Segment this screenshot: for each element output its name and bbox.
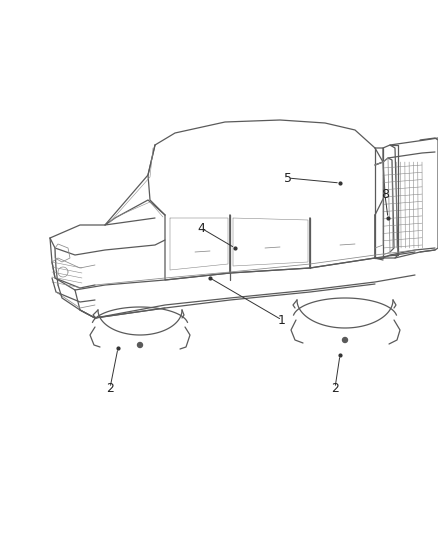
Text: 8: 8 [381, 189, 389, 201]
Text: 4: 4 [197, 222, 205, 235]
Text: 2: 2 [106, 382, 114, 394]
Text: 2: 2 [331, 382, 339, 394]
Text: 1: 1 [278, 313, 286, 327]
Text: 5: 5 [284, 172, 292, 184]
Circle shape [138, 343, 142, 348]
Circle shape [343, 337, 347, 343]
